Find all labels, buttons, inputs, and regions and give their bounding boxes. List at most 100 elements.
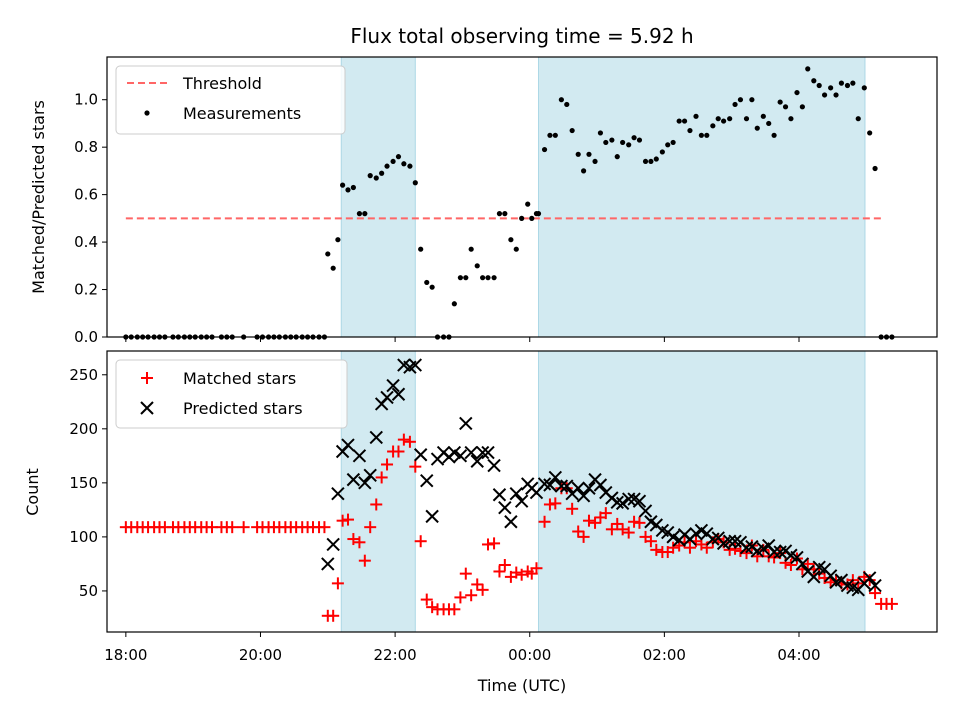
- predicted-stars-point-45: [571, 481, 585, 495]
- measurements-point-65: [502, 211, 508, 217]
- count-legend-box: [115, 359, 348, 429]
- measurements-point-87: [620, 139, 626, 146]
- matched-stars-point-64: [493, 565, 506, 578]
- predicted-stars-point-56: [632, 494, 647, 508]
- matched-stars-point-36: [336, 514, 349, 527]
- predicted-stars-point-31: [492, 488, 507, 502]
- count-y-label: Count: [23, 468, 42, 516]
- matched-stars-point-59: [465, 589, 478, 602]
- measurements-point-39: [356, 211, 363, 217]
- predicted-stars-point-4: [341, 438, 355, 452]
- x-tick-label-1: 20:00: [239, 646, 282, 664]
- predicted-stars-point-8: [363, 468, 377, 482]
- y-tick-label-2: 150: [69, 474, 98, 492]
- measurements-point-63: [491, 275, 497, 281]
- measurements-point-81: [586, 151, 592, 157]
- matched-stars-point-52: [426, 601, 439, 614]
- measurements-point-34: [330, 265, 336, 271]
- predicted-stars-point-42: [554, 479, 569, 493]
- measurements-point-61: [480, 275, 486, 281]
- matched-stars-point-37: [341, 513, 354, 526]
- measurements-point-73: [541, 146, 548, 153]
- observing-window-1: [340, 56, 416, 338]
- measurements-point-89: [631, 135, 637, 141]
- measurements-point-132: [872, 165, 878, 172]
- predicted-stars-point-13: [391, 387, 406, 401]
- chart-title: Flux total observing time = 5.92 h: [350, 24, 693, 48]
- matched-stars-point-49: [409, 460, 422, 473]
- measurements-point-95: [665, 142, 671, 148]
- observing-window-2: [537, 56, 866, 338]
- predicted-stars-point-80: [767, 545, 781, 559]
- matched-stars-point-115: [779, 556, 792, 569]
- predicted-stars-point-75: [739, 540, 754, 555]
- measurements-point-40: [362, 211, 368, 217]
- matched-stars-point-63: [488, 537, 501, 550]
- predicted-legend-label: Predicted stars: [183, 399, 303, 418]
- y-tick-label-3: 200: [69, 420, 98, 438]
- measurements-point-129: [855, 116, 861, 122]
- y-tick-label-4: 250: [69, 366, 98, 384]
- matched-stars-point-65: [498, 558, 511, 571]
- predicted-stars-point-39: [537, 477, 552, 491]
- measurements-point-108: [737, 97, 744, 103]
- threshold-legend-label: Threshold: [182, 74, 262, 93]
- y-tick-label-1: 100: [69, 528, 98, 546]
- measurements-point-36: [340, 182, 346, 188]
- measurements-legend-swatch: [144, 110, 150, 116]
- predicted-stars-point-11: [380, 390, 394, 405]
- measurements-point-90: [636, 137, 643, 143]
- measurements-point-103: [710, 123, 716, 129]
- measurements-point-88: [626, 142, 632, 148]
- measurements-point-86: [614, 154, 620, 160]
- matched-stars-point-34: [327, 609, 340, 622]
- predicted-stars-point-16: [408, 358, 423, 372]
- measurements-point-60: [474, 263, 480, 269]
- predicted-stars-point-32: [498, 501, 512, 515]
- measurements-point-93: [653, 156, 659, 162]
- measurements-point-105: [721, 118, 727, 124]
- measurements-point-56: [451, 301, 457, 307]
- measurements-point-114: [771, 132, 777, 138]
- matched-stars-point-74: [549, 497, 562, 510]
- count-x-ticks: 18:00 20:00 22:00 00:00 02:00 04:00: [104, 632, 821, 664]
- predicted-stars-point-97: [862, 571, 877, 585]
- measurements-point-35: [335, 237, 341, 243]
- predicted-legend-swatch: [140, 401, 154, 415]
- predicted-stars-point-18: [420, 473, 434, 488]
- measurements-point-46: [395, 154, 402, 160]
- measurements-point-84: [603, 139, 609, 146]
- measurements-point-69: [525, 201, 531, 207]
- observing-windows-top: [340, 56, 866, 338]
- measurements-point-126: [838, 80, 845, 86]
- matched-stars-point-134: [885, 597, 898, 610]
- measurements-point-33: [325, 251, 331, 257]
- matched-stars-point-51: [420, 593, 433, 606]
- measurements-point-117: [788, 116, 794, 122]
- measurements-point-59: [468, 246, 474, 252]
- measurements-point-74: [547, 132, 553, 138]
- measurements-point-77: [564, 101, 570, 108]
- measurements-point-43: [379, 170, 385, 176]
- measurements-point-96: [670, 139, 676, 146]
- measurements-point-51: [424, 279, 430, 286]
- measurements-point-47: [401, 161, 407, 167]
- count-legend: Matched stars Predicted stars: [115, 359, 348, 429]
- matched-stars-point-92: [650, 543, 663, 556]
- measurements-point-42: [373, 175, 379, 181]
- predicted-stars-point-35: [514, 494, 529, 508]
- predicted-stars-point-47: [582, 481, 596, 495]
- measurements-point-50: [418, 246, 424, 252]
- matched-legend-label: Matched stars: [183, 369, 296, 388]
- matched-stars-point-60: [471, 578, 484, 591]
- count-plot-area: [119, 358, 898, 622]
- measurements-point-91: [642, 158, 649, 165]
- measurements-point-98: [681, 118, 688, 124]
- matched-stars-point-71: [530, 562, 543, 575]
- measurements-point-70: [529, 215, 535, 221]
- predicted-stars-point-81: [773, 545, 787, 559]
- measurements-point-131: [867, 130, 873, 136]
- measurements-point-104: [715, 116, 721, 122]
- predicted-stars-point-33: [504, 515, 518, 529]
